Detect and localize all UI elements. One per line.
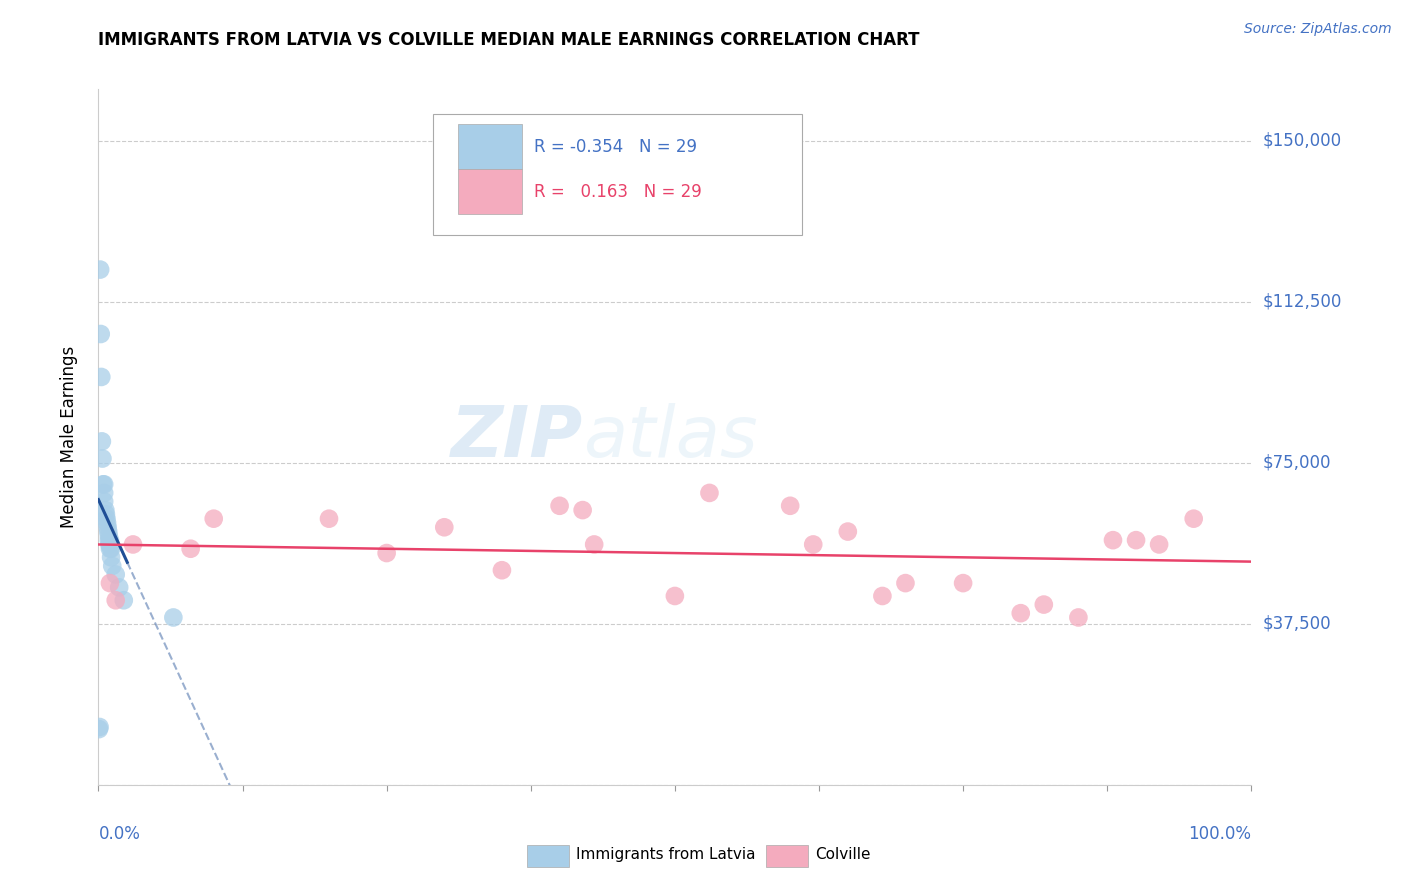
Text: ZIP: ZIP: [450, 402, 582, 472]
Text: R = -0.354   N = 29: R = -0.354 N = 29: [534, 137, 697, 155]
Point: [837, 524, 859, 539]
Point: [91, 477, 114, 491]
FancyBboxPatch shape: [433, 113, 801, 235]
FancyBboxPatch shape: [458, 124, 522, 169]
Point: [90, 434, 112, 449]
Point: [89, 262, 111, 277]
Point: [96, 516, 118, 530]
FancyBboxPatch shape: [458, 169, 522, 214]
Y-axis label: Median Male Earnings: Median Male Earnings: [59, 346, 77, 528]
Point: [491, 563, 513, 577]
Point: [433, 520, 456, 534]
Text: $150,000: $150,000: [1263, 132, 1341, 150]
Point: [318, 511, 340, 525]
Text: Immigrants from Latvia: Immigrants from Latvia: [576, 847, 756, 862]
Point: [98, 533, 121, 548]
Point: [664, 589, 686, 603]
Point: [93, 486, 115, 500]
Point: [1125, 533, 1147, 548]
Point: [104, 567, 127, 582]
Point: [93, 477, 115, 491]
Text: Colville: Colville: [815, 847, 870, 862]
Text: Source: ZipAtlas.com: Source: ZipAtlas.com: [1244, 22, 1392, 37]
Text: $37,500: $37,500: [1263, 615, 1331, 633]
Point: [1102, 533, 1125, 548]
Point: [96, 511, 118, 525]
Point: [801, 537, 824, 551]
Point: [571, 503, 593, 517]
Point: [894, 576, 917, 591]
Point: [97, 520, 120, 534]
Point: [1010, 606, 1032, 620]
Text: $75,000: $75,000: [1263, 454, 1331, 472]
Point: [122, 537, 145, 551]
Point: [100, 550, 122, 565]
Point: [97, 533, 120, 548]
Point: [162, 610, 184, 624]
Point: [94, 503, 117, 517]
Point: [98, 537, 121, 551]
Point: [1147, 537, 1170, 551]
Point: [952, 576, 974, 591]
Point: [108, 581, 131, 595]
Point: [94, 508, 117, 522]
Text: IMMIGRANTS FROM LATVIA VS COLVILLE MEDIAN MALE EARNINGS CORRELATION CHART: IMMIGRANTS FROM LATVIA VS COLVILLE MEDIA…: [98, 31, 920, 49]
Point: [97, 524, 120, 539]
Point: [202, 511, 225, 525]
Text: 100.0%: 100.0%: [1188, 825, 1251, 843]
Point: [98, 576, 121, 591]
Point: [1067, 610, 1090, 624]
Point: [583, 537, 606, 551]
Point: [104, 593, 127, 607]
Point: [180, 541, 202, 556]
Point: [112, 593, 135, 607]
Point: [89, 720, 111, 734]
Point: [97, 529, 120, 543]
Point: [87, 722, 110, 736]
Text: R =   0.163   N = 29: R = 0.163 N = 29: [534, 183, 702, 201]
Text: atlas: atlas: [582, 402, 758, 472]
Point: [101, 558, 124, 573]
Text: $112,500: $112,500: [1263, 293, 1341, 310]
Point: [93, 494, 115, 508]
Point: [872, 589, 894, 603]
Point: [1182, 511, 1205, 525]
Point: [98, 541, 121, 556]
Point: [779, 499, 801, 513]
Point: [375, 546, 398, 560]
Text: 0.0%: 0.0%: [98, 825, 141, 843]
Point: [90, 326, 112, 341]
Point: [100, 541, 122, 556]
Point: [90, 370, 112, 384]
Point: [91, 451, 114, 466]
Point: [548, 499, 571, 513]
Point: [1032, 598, 1054, 612]
Point: [699, 486, 721, 500]
